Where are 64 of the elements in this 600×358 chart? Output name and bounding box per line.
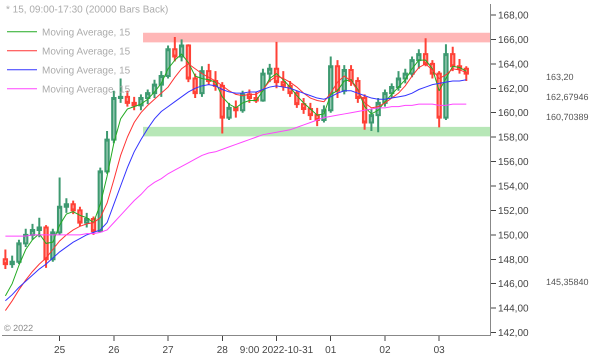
y-tick-label: 158,00 — [498, 132, 530, 144]
candlestick — [56, 176, 62, 236]
text: 163,20 — [546, 72, 574, 82]
candlestick — [138, 93, 144, 112]
candlestick — [368, 108, 374, 132]
y-tick-label: 156,00 — [498, 157, 530, 168]
candlestick — [16, 238, 22, 266]
candlestick — [226, 102, 232, 122]
candlestick — [233, 99, 238, 119]
candlestick — [308, 102, 314, 122]
candlestick — [70, 200, 76, 216]
candlestick — [145, 88, 150, 106]
candlestick — [396, 70, 402, 92]
candlestick — [294, 90, 300, 109]
candlestick — [192, 72, 198, 100]
candlestick — [36, 216, 42, 238]
y-tick-label: 144,00 — [498, 304, 530, 315]
candlestick — [186, 43, 192, 84]
candlestick — [450, 46, 456, 72]
candlestick — [165, 44, 171, 80]
x-tick-label: 9:00 2022-10-31 — [240, 345, 314, 356]
x-tick-label: 03 — [434, 345, 446, 356]
x-tick-label: 02 — [379, 345, 391, 356]
x-tick-label: 27 — [162, 345, 174, 356]
candlestick — [220, 81, 225, 134]
legend-label: Moving Average, 15 — [42, 46, 131, 58]
legend-label: Moving Average, 15 — [42, 28, 131, 39]
candlestick — [132, 96, 137, 112]
x-tick-label: 26 — [108, 345, 120, 356]
candlestick — [422, 37, 428, 68]
y-tick-label: 150,00 — [498, 230, 530, 242]
y-tick-label: 168,00 — [498, 10, 530, 22]
candlestick — [274, 40, 280, 90]
line-series — [4, 104, 467, 237]
y-tick-label: 154,00 — [498, 181, 530, 192]
y-tick-label: 152,00 — [498, 206, 530, 217]
y-tick-label: 142,00 — [498, 328, 530, 340]
y-tick-label: 166,00 — [498, 34, 530, 46]
candlestick — [178, 38, 184, 62]
candlestick — [436, 70, 442, 128]
x-tick-label: 25 — [54, 345, 66, 356]
text: 145,35840 — [546, 277, 589, 287]
legend-label: Moving Average, 15 — [42, 66, 131, 77]
text: 160,70389 — [546, 112, 589, 122]
annotation: © 2022 — [4, 323, 34, 333]
candlestick — [2, 248, 8, 270]
candlestick — [77, 206, 83, 228]
y-tick-label: 148,00 — [498, 254, 530, 266]
candlestick — [104, 130, 110, 175]
candlestick — [10, 254, 15, 269]
y-tick-label: 162,00 — [498, 84, 530, 95]
candlestick — [402, 68, 408, 84]
candlestick — [300, 97, 306, 115]
y-tick-label: 146,00 — [498, 279, 530, 290]
x-tick-label: 28 — [216, 345, 228, 356]
candlestick — [172, 36, 178, 62]
x-tick-label: 01 — [325, 345, 337, 356]
candlestick — [328, 56, 334, 114]
candlestick — [152, 78, 158, 100]
y-tick-label: 164,00 — [498, 59, 530, 70]
text: 162,67946 — [546, 92, 589, 102]
y-tick-label: 160,00 — [498, 108, 530, 120]
chart-title: * 15, 09:00-17:30 (20000 Bars Back) — [6, 4, 168, 16]
candlestick — [64, 197, 70, 214]
